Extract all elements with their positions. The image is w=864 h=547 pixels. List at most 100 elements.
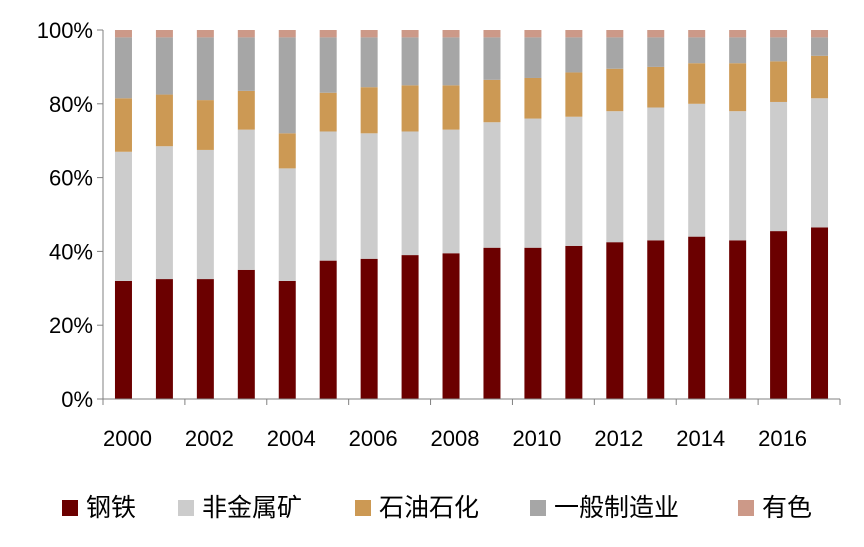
legend-label: 非金属矿 <box>202 493 302 522</box>
bar-segment-2002-3 <box>196 37 214 101</box>
bar-segment-2005-1 <box>319 131 337 261</box>
bar-segment-2007-1 <box>401 131 419 256</box>
legend-swatch <box>738 500 754 516</box>
y-tick-label: 60% <box>49 166 93 191</box>
bar-segment-2000-2 <box>114 98 132 152</box>
y-tick-label: 100% <box>37 18 93 43</box>
bar-segment-2012-4 <box>606 30 624 38</box>
bar-segment-2002-4 <box>196 30 214 38</box>
bar-segment-2015-0 <box>729 240 747 399</box>
bar-segment-2014-2 <box>688 63 706 104</box>
legend-label: 钢铁 <box>86 493 136 522</box>
legend-swatch <box>355 500 371 516</box>
bar-segment-2010-1 <box>524 118 542 248</box>
y-tick-label: 0% <box>61 387 93 412</box>
bar-segment-2010-4 <box>524 30 542 38</box>
bar-segment-2015-4 <box>729 30 747 38</box>
bar-segment-2007-4 <box>401 30 419 38</box>
bar-segment-2005-4 <box>319 30 337 38</box>
bar-segment-2006-0 <box>360 258 378 399</box>
bar-segment-2004-3 <box>278 37 296 134</box>
bar-segment-2012-0 <box>606 242 624 399</box>
bar-segment-2004-4 <box>278 30 296 38</box>
bar-segment-2006-2 <box>360 87 378 134</box>
bar-segment-2009-2 <box>483 79 501 123</box>
x-tick-label: 2012 <box>594 426 643 451</box>
bar-segment-2016-3 <box>770 37 788 62</box>
y-tick-label: 40% <box>49 239 93 264</box>
bar-segment-2004-0 <box>278 280 296 399</box>
bar-segment-2002-1 <box>196 149 214 280</box>
bar-segment-2009-4 <box>483 30 501 38</box>
bar-segment-2016-4 <box>770 30 788 38</box>
bar-segment-2002-0 <box>196 279 214 399</box>
bar-segment-2011-1 <box>565 116 583 246</box>
bar-segment-2011-4 <box>565 30 583 38</box>
bar-segment-2006-4 <box>360 30 378 38</box>
legend-swatch <box>178 500 194 516</box>
bar-segment-2009-3 <box>483 37 501 80</box>
bar-segment-2008-0 <box>442 253 460 399</box>
bar-segment-2013-1 <box>647 107 665 241</box>
bar-segment-2014-4 <box>688 30 706 38</box>
bar-segment-2014-3 <box>688 37 706 64</box>
x-tick-label: 2010 <box>512 426 561 451</box>
bar-segment-2013-2 <box>647 66 665 108</box>
bar-segment-2001-1 <box>155 146 173 280</box>
bar-segment-2008-3 <box>442 37 460 86</box>
bar-segment-2006-3 <box>360 37 378 88</box>
bar-segment-2004-1 <box>278 168 296 281</box>
bar-segment-2002-2 <box>196 100 214 150</box>
bar-segment-2005-0 <box>319 260 337 400</box>
bar-segment-2000-3 <box>114 37 132 99</box>
bar-segment-2011-0 <box>565 245 583 399</box>
bar-segment-2003-1 <box>237 129 255 270</box>
bar-segment-2017-4 <box>811 30 829 38</box>
bar-segment-2009-1 <box>483 122 501 248</box>
bar-segment-2014-0 <box>688 236 706 399</box>
bar-segment-2007-2 <box>401 85 419 132</box>
bar-segment-2012-3 <box>606 37 624 69</box>
bar-segment-2007-3 <box>401 37 419 86</box>
bar-segment-2013-0 <box>647 240 665 399</box>
bar-segment-2017-3 <box>811 37 829 56</box>
bar-segment-2008-1 <box>442 129 460 254</box>
bar-segment-2009-0 <box>483 247 501 399</box>
bar-segment-2014-1 <box>688 103 706 237</box>
x-tick-label: 2006 <box>349 426 398 451</box>
bar-segment-2006-1 <box>360 133 378 259</box>
x-tick-label: 2016 <box>758 426 807 451</box>
x-tick-label: 2002 <box>185 426 234 451</box>
bar-segment-2003-3 <box>237 37 255 91</box>
bar-segment-2007-0 <box>401 255 419 399</box>
bar-segment-2012-2 <box>606 68 624 112</box>
legend: 钢铁 非金属矿 石油石化 一般制造业 有色 <box>62 493 812 522</box>
bar-segment-2003-0 <box>237 269 255 399</box>
bar-segment-2017-0 <box>811 227 829 399</box>
x-tick-label: 2014 <box>676 426 725 451</box>
x-tick-label: 2000 <box>103 426 152 451</box>
x-tick-label: 2008 <box>431 426 480 451</box>
bar-segment-2000-1 <box>114 151 132 281</box>
bar-segment-2013-4 <box>647 30 665 38</box>
bar-segment-2001-3 <box>155 37 173 95</box>
bar-segment-2015-3 <box>729 37 747 64</box>
bar-segment-2001-2 <box>155 94 173 147</box>
x-tick-label: 2004 <box>267 426 316 451</box>
y-tick-label: 80% <box>49 92 93 117</box>
bar-segment-2017-1 <box>811 98 829 228</box>
bar-segment-2012-1 <box>606 111 624 243</box>
bar-segment-2000-4 <box>114 30 132 38</box>
bar-segment-2005-2 <box>319 92 337 132</box>
bar-segment-2016-0 <box>770 231 788 399</box>
bar-segment-2011-3 <box>565 37 583 73</box>
axes-layer: 0% 20% 40% 60% 80% 100% 2000 2002 2004 2006 2008 20… <box>37 18 841 451</box>
bar-segment-2008-4 <box>442 30 460 38</box>
bar-segment-2017-2 <box>811 55 829 99</box>
bar-segment-2010-0 <box>524 247 542 399</box>
bar-segment-2010-2 <box>524 77 542 119</box>
bar-segment-2015-1 <box>729 111 747 241</box>
bar-segment-2003-4 <box>237 30 255 38</box>
bar-segment-2016-2 <box>770 61 788 102</box>
